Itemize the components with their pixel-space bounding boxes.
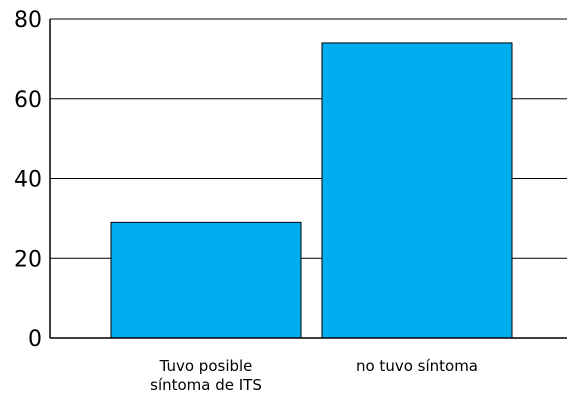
bar — [321, 42, 513, 339]
y-tick-label: 0 — [28, 327, 42, 352]
bars — [110, 42, 513, 339]
y-tick-labels: 0 20 40 60 80 — [14, 8, 42, 352]
bar — [110, 221, 302, 339]
x-tick-labels: Tuvo posible síntoma de ITS no tuvo síntom… — [150, 357, 478, 393]
x-tick-label: Tuvo posible síntoma de ITS — [150, 357, 262, 393]
y-tick-label: 60 — [14, 88, 42, 113]
y-tick-label: 80 — [14, 8, 42, 33]
y-tick-label: 40 — [14, 168, 42, 193]
x-tick-label: no tuvo síntoma — [356, 357, 478, 375]
y-tick-label: 20 — [14, 247, 42, 272]
